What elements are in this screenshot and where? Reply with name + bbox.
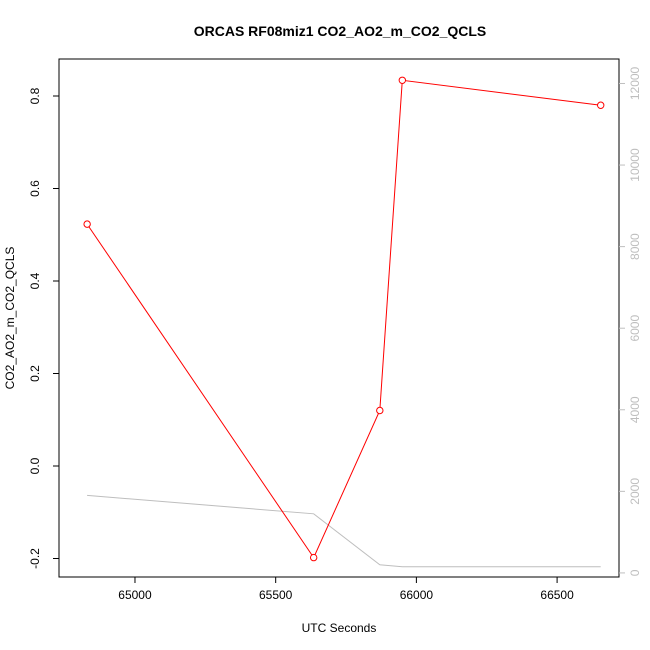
y-axis-left: -0.2 0.0 0.2 0.4 0.6 0.8: [28, 87, 59, 569]
series-line-right: [87, 494, 601, 568]
series-layer: [83, 76, 605, 568]
y2-tick-label: 2000: [628, 478, 642, 505]
chart-title: ORCAS RF08miz1 CO2_AO2_m_CO2_QCLS: [194, 23, 487, 39]
y2-tick-label: 0: [628, 569, 642, 576]
data-point: [597, 101, 605, 109]
plot-frame: [58, 58, 620, 578]
x-axis: 65000 65500 66000 66500: [118, 577, 574, 602]
y2-tick-label: 6000: [628, 315, 642, 342]
data-point: [376, 406, 384, 415]
data-point: [83, 220, 91, 228]
data-point: [398, 76, 407, 84]
x-tick-label: 66000: [400, 588, 434, 602]
y-tick-label: 0.2: [28, 365, 42, 382]
y2-tick-label: 12000: [628, 66, 642, 100]
y-tick-label: 0.0: [28, 457, 42, 474]
x-tick-label: 65500: [259, 588, 293, 602]
y2-tick-label: 10000: [628, 148, 642, 182]
y2-tick-label: 8000: [628, 233, 642, 260]
data-point: [309, 553, 318, 562]
series-line-left: [86, 79, 601, 559]
x-axis-label: UTC Seconds: [302, 621, 377, 635]
x-tick-label: 66500: [540, 588, 574, 602]
y-tick-label: 0.4: [28, 272, 42, 289]
y-axis-label: CO2_AO2_m_CO2_QCLS: [3, 247, 17, 390]
y-tick-label: -0.2: [28, 548, 42, 569]
y-axis-right: 0 2000 4000 6000 8000 10000 12000: [619, 66, 642, 576]
y2-tick-label: 4000: [628, 396, 642, 423]
y-tick-label: 0.8: [28, 87, 42, 104]
y-tick-label: 0.6: [28, 180, 42, 197]
x-tick-label: 65000: [118, 588, 152, 602]
